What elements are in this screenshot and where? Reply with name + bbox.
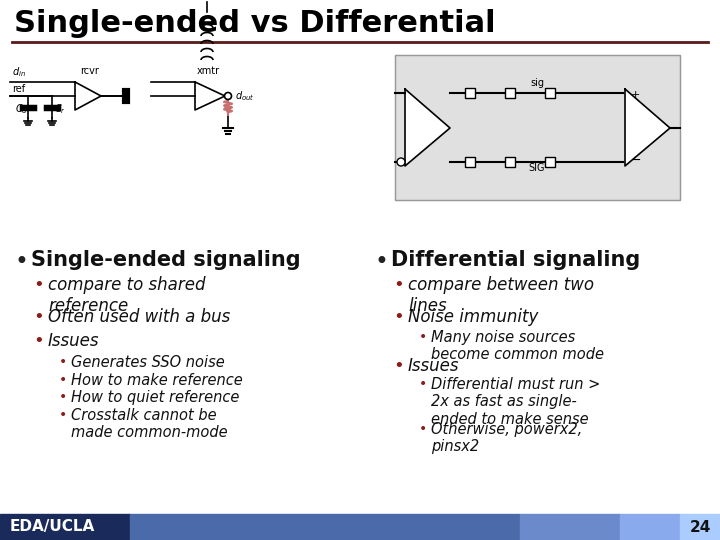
Text: $d_{out}$: $d_{out}$ xyxy=(235,89,255,103)
Bar xyxy=(545,157,555,167)
Text: •: • xyxy=(419,330,427,344)
Text: •: • xyxy=(15,250,29,274)
Text: compare to shared
reference: compare to shared reference xyxy=(48,276,205,315)
Text: $C_d$: $C_d$ xyxy=(15,102,28,116)
Text: How to make reference: How to make reference xyxy=(71,373,243,388)
Text: EDA/UCLA: EDA/UCLA xyxy=(10,519,95,535)
Text: •: • xyxy=(419,377,427,391)
Text: •: • xyxy=(59,408,67,422)
Text: −: − xyxy=(631,153,642,166)
Text: Single-ended signaling: Single-ended signaling xyxy=(31,250,301,270)
Text: Differential signaling: Differential signaling xyxy=(391,250,640,270)
Text: compare between two
lines: compare between two lines xyxy=(408,276,594,315)
Text: Differential must run >
2x as fast as single-
ended to make sense: Differential must run > 2x as fast as si… xyxy=(431,377,600,427)
Text: Issues: Issues xyxy=(408,357,459,375)
Bar xyxy=(465,88,475,98)
Text: +: + xyxy=(631,90,640,100)
Text: Often used with a bus: Often used with a bus xyxy=(48,308,230,326)
Circle shape xyxy=(397,158,405,166)
Text: •: • xyxy=(59,373,67,387)
Polygon shape xyxy=(625,89,670,166)
Bar xyxy=(130,514,520,540)
Text: •: • xyxy=(59,390,67,404)
Bar xyxy=(680,514,720,540)
Text: sig: sig xyxy=(530,78,544,88)
Polygon shape xyxy=(405,89,450,166)
Text: xmtr: xmtr xyxy=(197,66,220,76)
Text: Crosstalk cannot be
made common-mode: Crosstalk cannot be made common-mode xyxy=(71,408,228,441)
Circle shape xyxy=(225,92,232,99)
Text: •: • xyxy=(59,355,67,369)
Text: $C_r$: $C_r$ xyxy=(54,102,66,116)
Text: •: • xyxy=(33,332,44,350)
Text: Many noise sources
become common mode: Many noise sources become common mode xyxy=(431,330,604,362)
Bar xyxy=(505,157,515,167)
Text: $d_{in}$: $d_{in}$ xyxy=(12,65,26,79)
Text: Issues: Issues xyxy=(48,332,99,350)
Text: How to quiet reference: How to quiet reference xyxy=(71,390,239,405)
Bar xyxy=(395,55,680,200)
Text: Noise immunity: Noise immunity xyxy=(408,308,539,326)
Polygon shape xyxy=(195,82,225,110)
Text: •: • xyxy=(393,308,404,326)
Text: Otherwise, powerx2,
pinsx2: Otherwise, powerx2, pinsx2 xyxy=(431,422,582,454)
Text: rcvr: rcvr xyxy=(80,66,99,76)
Bar xyxy=(465,157,475,167)
Text: •: • xyxy=(393,276,404,294)
Text: •: • xyxy=(419,422,427,436)
Bar xyxy=(520,514,620,540)
Text: 24: 24 xyxy=(689,519,711,535)
Bar xyxy=(0,514,130,540)
Text: •: • xyxy=(375,250,389,274)
Bar xyxy=(505,88,515,98)
Text: Generates SSO noise: Generates SSO noise xyxy=(71,355,225,370)
Bar xyxy=(545,88,555,98)
Text: ref: ref xyxy=(12,84,25,94)
Text: •: • xyxy=(393,357,404,375)
Bar xyxy=(620,514,680,540)
Bar xyxy=(395,55,680,200)
Polygon shape xyxy=(75,82,101,110)
Text: SIG: SIG xyxy=(528,163,545,173)
Text: Single-ended vs Differential: Single-ended vs Differential xyxy=(14,10,495,38)
Text: •: • xyxy=(33,308,44,326)
Text: •: • xyxy=(33,276,44,294)
